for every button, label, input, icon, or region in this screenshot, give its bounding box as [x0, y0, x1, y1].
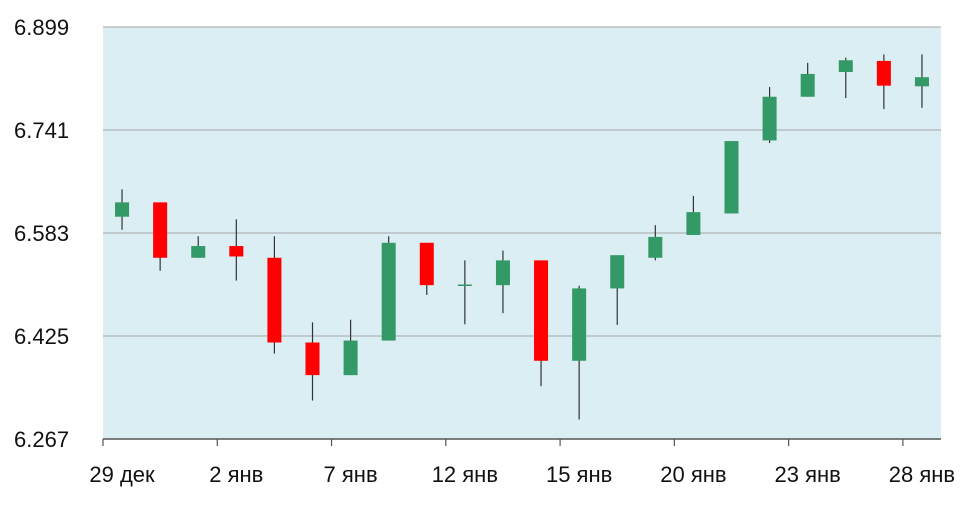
- candle: [191, 236, 206, 258]
- candle-body-up: [572, 288, 587, 361]
- candle-body-up: [914, 77, 929, 87]
- y-tick-label: 6.425: [14, 324, 69, 349]
- candle: [534, 260, 549, 387]
- candle-body-up: [724, 141, 739, 214]
- candle: [305, 322, 320, 401]
- y-tick-label: 6.899: [14, 15, 69, 40]
- x-tick-label: 2 янв: [209, 462, 263, 487]
- x-tick-label: 15 янв: [546, 462, 612, 487]
- candle-body-down: [267, 257, 282, 343]
- candle: [267, 236, 282, 354]
- candle-body-up: [343, 340, 358, 376]
- candle: [381, 236, 396, 341]
- y-tick-label: 6.741: [14, 118, 69, 143]
- gridlines: [103, 26, 941, 337]
- candle-body-down: [419, 242, 434, 286]
- candle-body-up: [495, 260, 510, 286]
- candle: [724, 141, 739, 214]
- x-tick-label: 29 дек: [89, 462, 155, 487]
- candle: [153, 202, 168, 271]
- candle: [686, 195, 701, 235]
- candle-body-down: [153, 202, 168, 258]
- candle: [762, 86, 777, 144]
- candle-body-down: [229, 246, 244, 257]
- candle-body-up: [381, 242, 396, 341]
- candle: [572, 285, 587, 420]
- x-tick-label: 7 янв: [324, 462, 378, 487]
- candle-body-down: [534, 260, 549, 361]
- candle-body-down: [305, 342, 320, 376]
- y-tick-label: 6.583: [14, 221, 69, 246]
- candle: [495, 250, 510, 314]
- candle-body-up: [838, 60, 853, 72]
- candle: [800, 62, 815, 97]
- candle: [876, 54, 891, 110]
- y-axis-tick-labels: 6.899 6.741 6.583 6.425 6.267: [14, 15, 69, 452]
- x-tick-label: 12 янв: [432, 462, 498, 487]
- candle-body-up: [191, 246, 206, 258]
- candle-body-up: [686, 212, 701, 235]
- candle-body-up: [610, 255, 625, 289]
- candle: [343, 319, 358, 376]
- x-tick-label: 28 янв: [889, 462, 955, 487]
- candle: [457, 260, 472, 325]
- candle: [914, 54, 929, 108]
- candles: [115, 54, 929, 420]
- candle-body-up: [457, 284, 472, 286]
- candle-body-up: [800, 73, 815, 97]
- candle-body-down: [876, 60, 891, 86]
- candle-body-up: [762, 96, 777, 141]
- candle: [115, 189, 130, 230]
- candle: [229, 219, 244, 281]
- x-tick-label: 20 янв: [660, 462, 726, 487]
- candle: [648, 225, 663, 261]
- candle: [838, 57, 853, 99]
- candle: [610, 255, 625, 325]
- candle-body-up: [115, 202, 130, 217]
- candle-body-up: [648, 236, 663, 258]
- x-tick-label: 23 янв: [775, 462, 841, 487]
- candle: [419, 242, 434, 295]
- y-tick-label: 6.267: [14, 427, 69, 452]
- x-axis-ticks: 29 дек 2 янв 7 янв 12 янв 15 янв 20 янв 23 янв…: [89, 439, 955, 487]
